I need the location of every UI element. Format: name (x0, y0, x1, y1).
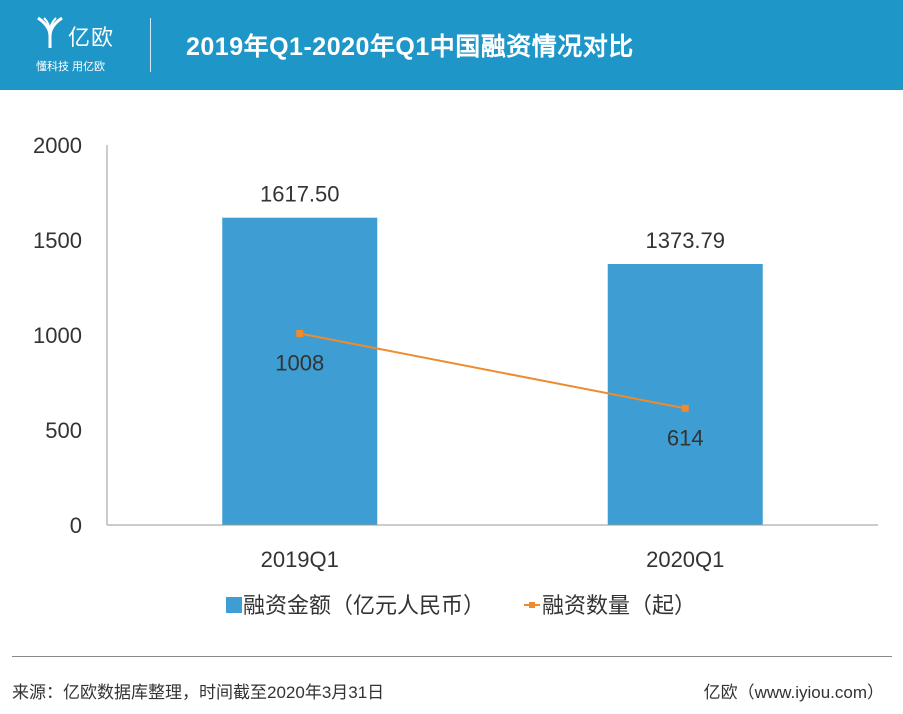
legend-bar-swatch (226, 597, 242, 613)
footer-divider (12, 656, 892, 657)
y-tick-label: 1500 (33, 228, 82, 253)
line-marker (681, 404, 689, 412)
y-tick-label: 0 (70, 513, 82, 538)
header-divider (150, 18, 151, 72)
legend-line-label: 融资数量（起） (542, 593, 696, 618)
logo-y-icon (37, 16, 63, 48)
legend-bar-label: 融资金额（亿元人民币） (243, 593, 485, 618)
page-title: 2019年Q1-2020年Q1中国融资情况对比 (186, 33, 634, 61)
x-tick-label: 2020Q1 (646, 547, 724, 572)
footer-source: 来源：亿欧数据库整理，时间截至2020年3月31日 (12, 683, 385, 702)
line-value-label: 614 (667, 425, 704, 450)
logo-name: 亿欧 (68, 25, 115, 50)
logo: 亿欧 懂科技 用亿欧 (36, 14, 136, 76)
bar-value-label: 1373.79 (645, 228, 725, 253)
y-tick-label: 2000 (33, 133, 82, 158)
logo-slogan: 懂科技 用亿欧 (36, 61, 106, 73)
bar (222, 217, 378, 526)
bar (607, 263, 763, 525)
y-tick-label: 1000 (33, 323, 82, 348)
line-series (299, 332, 686, 410)
footer-brand: 亿欧（www.iyiou.com） (703, 683, 884, 702)
line-value-label: 1008 (275, 350, 324, 375)
header-banner: 亿欧 懂科技 用亿欧 2019年Q1-2020年Q1中国融资情况对比 (0, 0, 903, 90)
chart: 0 500 1000 1500 2000 1617.50 1373.79 2019Q1 2020… (33, 133, 878, 618)
y-tick-label: 500 (45, 418, 82, 443)
legend-line-marker (529, 602, 535, 608)
bar-value-label: 1617.50 (260, 182, 340, 207)
x-tick-label: 2019Q1 (261, 547, 339, 572)
line-marker (296, 329, 304, 337)
